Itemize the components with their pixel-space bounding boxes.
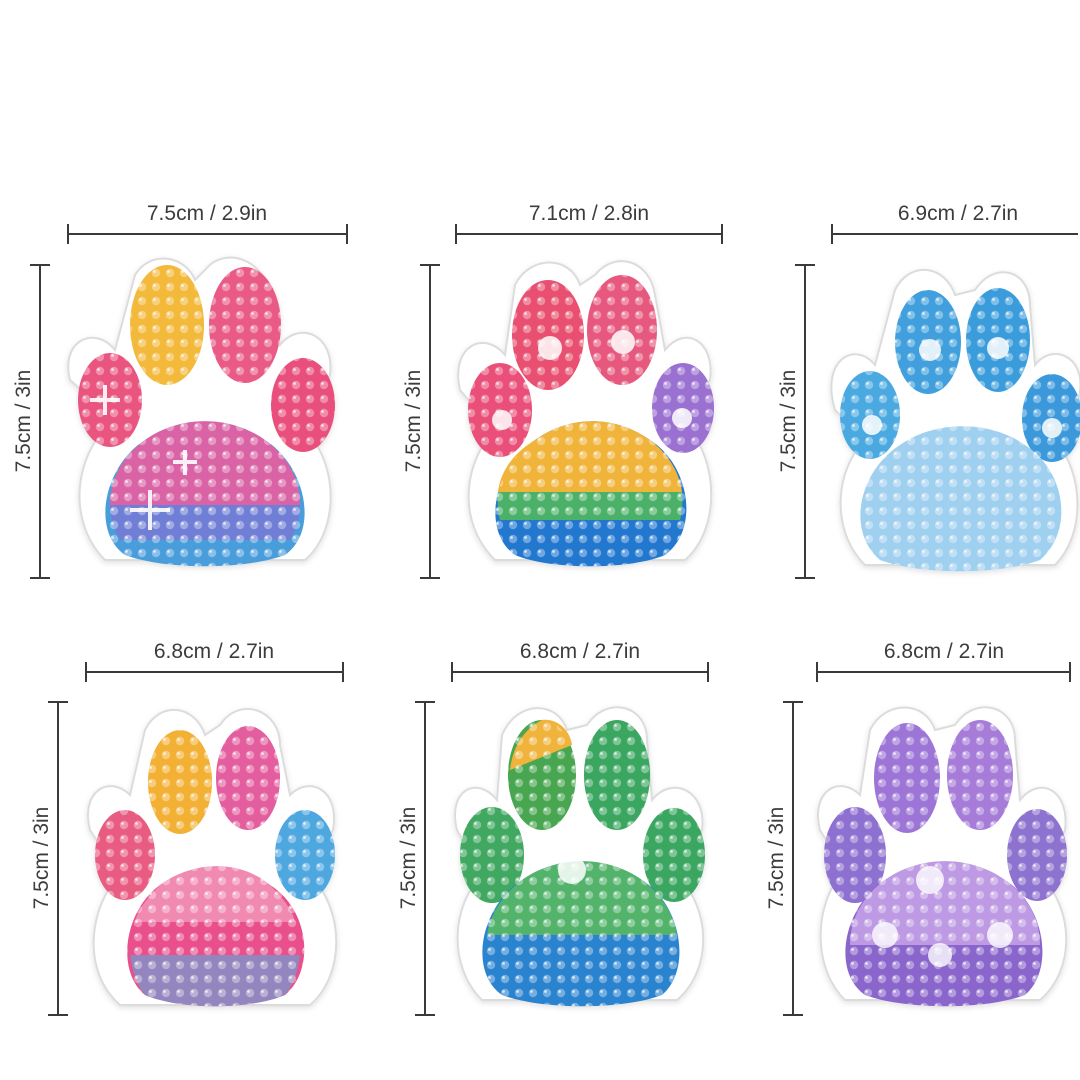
paw-print [830,268,1080,572]
keychain-item-4: 6.8cm / 2.7in 7.5cm / 3in [30,640,344,1016]
height-label: 7.5cm / 3in [402,370,425,473]
width-label: 7.5cm / 2.9in [147,202,267,225]
width-dimension [455,224,723,244]
keychain-item-3: 6.9cm / 2.7in 7.5cm / 3in [777,202,1080,579]
height-label: 7.5cm / 3in [765,807,788,910]
width-dimension [451,662,709,682]
paw-print [67,256,335,567]
paw-print [457,260,714,567]
width-label: 7.1cm / 2.8in [529,202,649,225]
width-dimension [67,224,348,244]
width-label: 6.8cm / 2.7in [884,640,1004,663]
keychain-item-6: 6.8cm / 2.7in 7.5cm / 3in [765,640,1071,1016]
paw-print [454,706,705,1007]
paw-print [817,706,1068,1007]
height-label: 7.5cm / 3in [12,370,35,473]
height-dimension [48,701,68,1016]
height-dimension [415,701,435,1016]
width-label: 6.9cm / 2.7in [898,202,1018,225]
height-dimension [795,264,815,579]
height-dimension [30,264,50,579]
height-dimension [420,264,440,579]
paw-print [87,707,338,1007]
height-label: 7.5cm / 3in [777,370,800,473]
keychain-item-1: 7.5cm / 2.9in 7.5cm / 3in [12,202,348,579]
keychain-item-2: 7.1cm / 2.8in 7.5cm / 3in [402,202,723,579]
height-label: 7.5cm / 3in [30,807,53,910]
width-dimension [85,662,344,682]
width-dimension [831,224,1078,244]
keychain-item-5: 6.8cm / 2.7in 7.5cm / 3in [397,640,709,1016]
height-dimension [783,701,803,1016]
width-label: 6.8cm / 2.7in [520,640,640,663]
height-label: 7.5cm / 3in [397,807,420,910]
width-label: 6.8cm / 2.7in [154,640,274,663]
width-dimension [816,662,1071,682]
